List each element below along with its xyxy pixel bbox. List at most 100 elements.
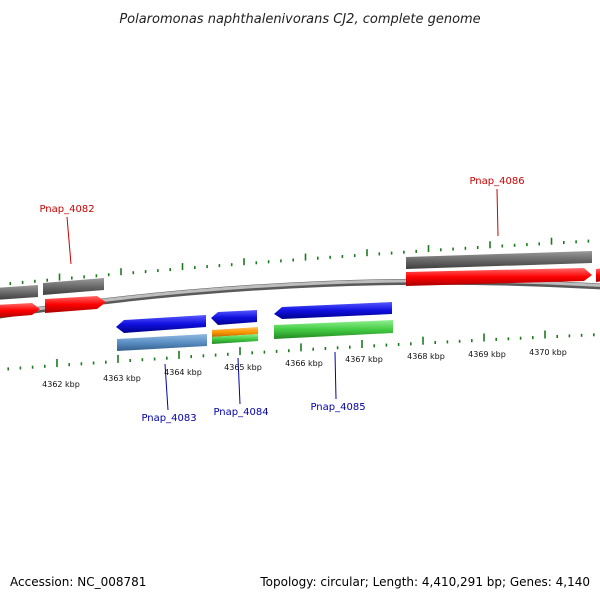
gene-blue-4085[interactable] <box>274 302 392 319</box>
minor-tick <box>227 352 229 356</box>
gene-pnap-4084[interactable] <box>212 334 258 344</box>
minor-tick <box>349 345 351 349</box>
gene-pnap-4085[interactable] <box>274 320 393 339</box>
minor-tick <box>105 360 107 364</box>
gene-gray-left-2[interactable] <box>43 278 104 295</box>
minor-tick <box>144 270 147 274</box>
major-tick <box>422 336 424 345</box>
minor-tick <box>190 355 192 359</box>
minor-tick <box>251 351 253 355</box>
minor-tick <box>580 333 583 337</box>
minor-tick <box>7 367 9 371</box>
minor-tick <box>83 275 85 279</box>
minor-tick <box>92 361 95 365</box>
minor-tick <box>587 239 590 243</box>
minor-tick <box>373 344 375 348</box>
minor-tick <box>280 259 282 263</box>
kbp-label: 4364 kbp <box>164 368 202 377</box>
gene-blue-4083[interactable] <box>116 315 206 333</box>
minor-tick <box>341 255 344 258</box>
kbp-scale: 4362 kbp 4363 kbp 4364 kbp 4365 kbp 4366… <box>42 348 567 389</box>
minor-tick <box>132 271 135 275</box>
gene-label-pnap-4082[interactable]: Pnap_4082 <box>39 204 94 215</box>
minor-tick <box>563 241 565 244</box>
gene-pnap-4084-orange[interactable] <box>212 327 258 337</box>
minor-tick <box>519 336 522 340</box>
major-tick <box>483 333 485 342</box>
minor-tick <box>214 353 217 357</box>
minor-tick <box>556 335 558 338</box>
minor-tick <box>397 343 400 346</box>
outer-tick-track <box>9 237 590 285</box>
minor-tick <box>575 240 577 244</box>
minor-tick <box>458 339 461 343</box>
minor-tick <box>312 347 314 351</box>
minor-tick <box>434 341 436 344</box>
minor-tick <box>202 354 205 358</box>
minor-tick <box>593 333 595 337</box>
kbp-label: 4369 kbp <box>468 350 506 359</box>
minor-tick <box>507 337 510 341</box>
kbp-label: 4363 kbp <box>103 374 141 383</box>
minor-tick <box>526 243 528 247</box>
minor-tick <box>230 263 233 267</box>
minor-tick <box>19 366 22 370</box>
minor-tick <box>415 249 417 253</box>
major-tick <box>544 330 546 339</box>
minor-tick <box>471 339 473 343</box>
gene-gray-left-1[interactable] <box>0 285 38 300</box>
minor-tick <box>513 243 516 247</box>
gene-gray-right[interactable] <box>406 251 592 269</box>
minor-tick <box>385 343 388 347</box>
inner-tick-track <box>7 330 595 371</box>
kbp-label: 4366 kbp <box>285 359 323 368</box>
minor-tick <box>44 364 46 368</box>
callout-line-4086 <box>496 188 499 237</box>
minor-tick <box>390 251 393 255</box>
major-tick <box>117 354 119 363</box>
gene-label-pnap-4085[interactable]: Pnap_4085 <box>310 402 365 413</box>
minor-tick <box>107 273 110 277</box>
gene-pnap-4083[interactable] <box>117 334 207 351</box>
gene-label-pnap-4083[interactable]: Pnap_4083 <box>141 413 196 424</box>
minor-tick <box>275 349 278 353</box>
minor-tick <box>403 250 405 254</box>
minor-tick <box>34 279 36 283</box>
major-tick <box>239 347 241 356</box>
accession-text: Accession: NC_008781 <box>10 575 146 589</box>
callout-line-4084 <box>237 357 241 405</box>
minor-tick <box>141 358 144 362</box>
gene-red-right-edge[interactable] <box>596 268 600 282</box>
gene-label-pnap-4086[interactable]: Pnap_4086 <box>469 176 524 187</box>
minor-tick <box>317 256 319 260</box>
minor-tick <box>157 269 159 273</box>
major-tick <box>56 359 58 367</box>
gene-label-pnap-4084[interactable]: Pnap_4084 <box>213 407 268 418</box>
gene-red-left-1[interactable] <box>0 303 40 318</box>
topology-text: Topology: circular; Length: 4,410,291 bp… <box>259 575 590 589</box>
major-tick <box>366 249 368 257</box>
minor-tick <box>263 350 266 354</box>
map-title: Polaromonas naphthalenivorans CJ2, compl… <box>119 12 480 27</box>
major-tick <box>300 343 302 352</box>
minor-tick <box>71 276 73 280</box>
minor-tick <box>292 258 294 262</box>
gene-pnap-4086[interactable] <box>406 268 592 286</box>
major-tick <box>427 245 430 253</box>
gene-pnap-4082[interactable] <box>45 296 106 313</box>
major-tick <box>243 258 245 266</box>
minor-tick <box>476 246 479 249</box>
minor-tick <box>568 334 571 338</box>
minor-tick <box>68 363 70 367</box>
minor-tick <box>452 247 454 251</box>
minor-tick <box>129 359 131 362</box>
minor-tick <box>440 248 442 252</box>
major-tick <box>120 268 122 276</box>
callout-line-4083 <box>164 363 169 411</box>
minor-tick <box>80 362 83 366</box>
minor-tick <box>378 252 381 256</box>
minor-tick <box>495 337 497 341</box>
minor-tick <box>194 266 196 270</box>
gene-blue-4084[interactable] <box>211 310 257 325</box>
